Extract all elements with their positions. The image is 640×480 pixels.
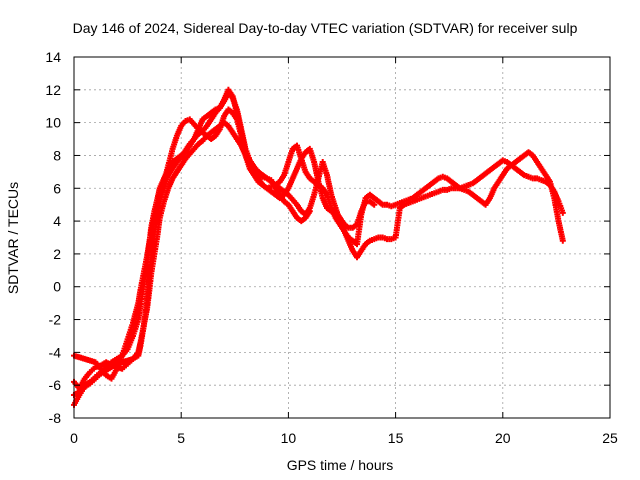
- series-track-4: [71, 86, 313, 398]
- x-axis-label: GPS time / hours: [287, 457, 394, 473]
- y-tick-label: 12: [45, 82, 61, 98]
- series-track-3: [71, 106, 378, 382]
- x-tick-label: 25: [602, 430, 618, 446]
- y-tick-label: -2: [49, 312, 62, 328]
- x-tick-label: 15: [388, 430, 404, 446]
- x-tick-label: 5: [177, 430, 185, 446]
- x-tick-label: 0: [70, 430, 78, 446]
- data-marks: [71, 86, 566, 408]
- y-axis-label: SDTVAR / TECUs: [5, 182, 21, 294]
- data-point: [306, 208, 313, 215]
- y-tick-label: -4: [49, 344, 62, 360]
- axis-ticks: [73, 56, 611, 419]
- chart-title: Day 146 of 2024, Sidereal Day-to-day VTE…: [73, 20, 578, 36]
- y-tick-label: 6: [53, 180, 61, 196]
- y-tick-label: 10: [45, 115, 61, 131]
- y-tick-label: -6: [49, 377, 62, 393]
- series-track-1: [71, 90, 566, 408]
- y-tick-label: 8: [53, 147, 61, 163]
- y-tick-label: 2: [53, 246, 61, 262]
- plot-frame: [73, 56, 611, 419]
- y-tick-label: 14: [45, 49, 61, 65]
- data-point: [371, 201, 378, 208]
- y-tick-label: -8: [49, 410, 62, 426]
- tick-labels: 0 5 10 15 20 25 -8 -6 -4 -2 0 2 4 6 8 10 12 14: [45, 49, 618, 446]
- y-tick-label: 4: [53, 213, 61, 229]
- data-point: [559, 209, 566, 216]
- data-point: [559, 237, 566, 244]
- y-tick-label: 0: [53, 279, 61, 295]
- x-tick-label: 20: [495, 430, 511, 446]
- x-tick-label: 10: [281, 430, 297, 446]
